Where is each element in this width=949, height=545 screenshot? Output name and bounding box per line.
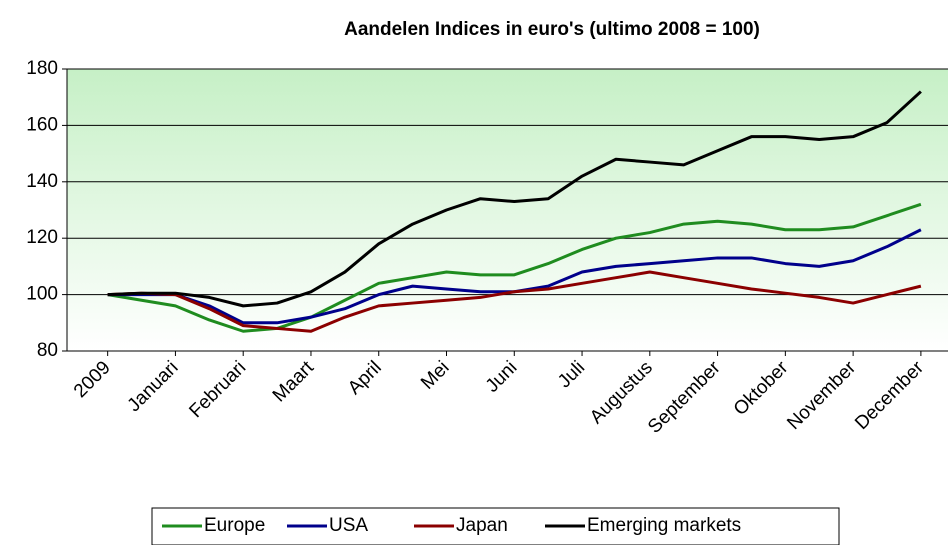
- legend-label: Europe: [204, 515, 265, 536]
- y-tick-label: 140: [26, 171, 58, 192]
- chart-title: Aandelen Indices in euro's (ultimo 2008 …: [344, 19, 760, 40]
- x-tick-label: December: [851, 357, 928, 434]
- y-tick-label: 80: [37, 340, 58, 361]
- x-tick-label: Juli: [554, 357, 589, 392]
- y-tick-label: 120: [26, 227, 58, 248]
- x-tick-label: Oktober: [730, 357, 793, 420]
- y-tick-label: 100: [26, 284, 58, 305]
- x-tick-label: November: [783, 357, 860, 434]
- x-tick-label: Juni: [482, 357, 521, 396]
- x-tick-label: April: [344, 357, 386, 399]
- y-tick-label: 160: [26, 114, 58, 135]
- plot-area: [67, 69, 948, 351]
- x-tick-label: September: [644, 357, 725, 438]
- x-tick-label: 2009: [70, 357, 115, 402]
- legend-label: Japan: [456, 515, 508, 536]
- y-tick-label: 180: [26, 58, 58, 79]
- x-tick-label: Januari: [124, 357, 183, 416]
- x-tick-label: Augustus: [586, 357, 657, 428]
- series-line: [107, 90, 922, 308]
- legend-label: USA: [329, 515, 368, 536]
- series-line: [107, 270, 922, 333]
- x-tick-label: Februari: [185, 357, 250, 422]
- x-tick-label: Mei: [417, 357, 454, 394]
- legend-label: Emerging markets: [587, 515, 741, 536]
- legend: [151, 507, 840, 545]
- x-tick-label: Maart: [269, 357, 319, 407]
- series-line: [107, 202, 922, 333]
